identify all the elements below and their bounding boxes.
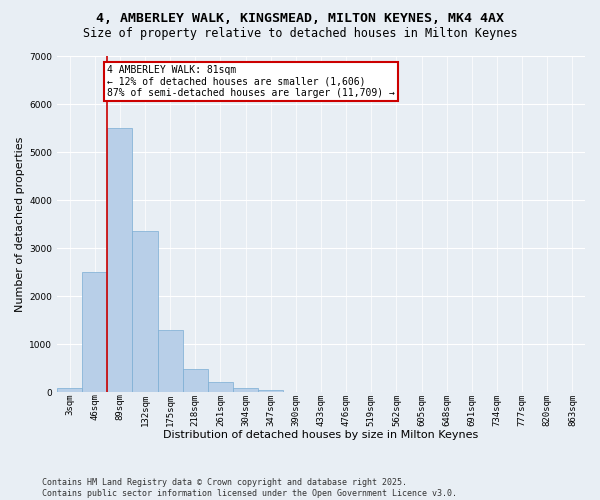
- Bar: [82, 272, 107, 392]
- X-axis label: Distribution of detached houses by size in Milton Keynes: Distribution of detached houses by size …: [163, 430, 479, 440]
- Text: Contains HM Land Registry data © Crown copyright and database right 2025.
Contai: Contains HM Land Registry data © Crown c…: [42, 478, 457, 498]
- Bar: [158, 330, 183, 392]
- Bar: [57, 388, 82, 392]
- Bar: [258, 390, 283, 392]
- Text: 4 AMBERLEY WALK: 81sqm
← 12% of detached houses are smaller (1,606)
87% of semi-: 4 AMBERLEY WALK: 81sqm ← 12% of detached…: [107, 64, 395, 98]
- Bar: [233, 388, 258, 392]
- Bar: [208, 382, 233, 392]
- Bar: [107, 128, 133, 392]
- Bar: [183, 369, 208, 392]
- Text: Size of property relative to detached houses in Milton Keynes: Size of property relative to detached ho…: [83, 28, 517, 40]
- Y-axis label: Number of detached properties: Number of detached properties: [15, 136, 25, 312]
- Text: 4, AMBERLEY WALK, KINGSMEAD, MILTON KEYNES, MK4 4AX: 4, AMBERLEY WALK, KINGSMEAD, MILTON KEYN…: [96, 12, 504, 26]
- Bar: [133, 232, 158, 392]
